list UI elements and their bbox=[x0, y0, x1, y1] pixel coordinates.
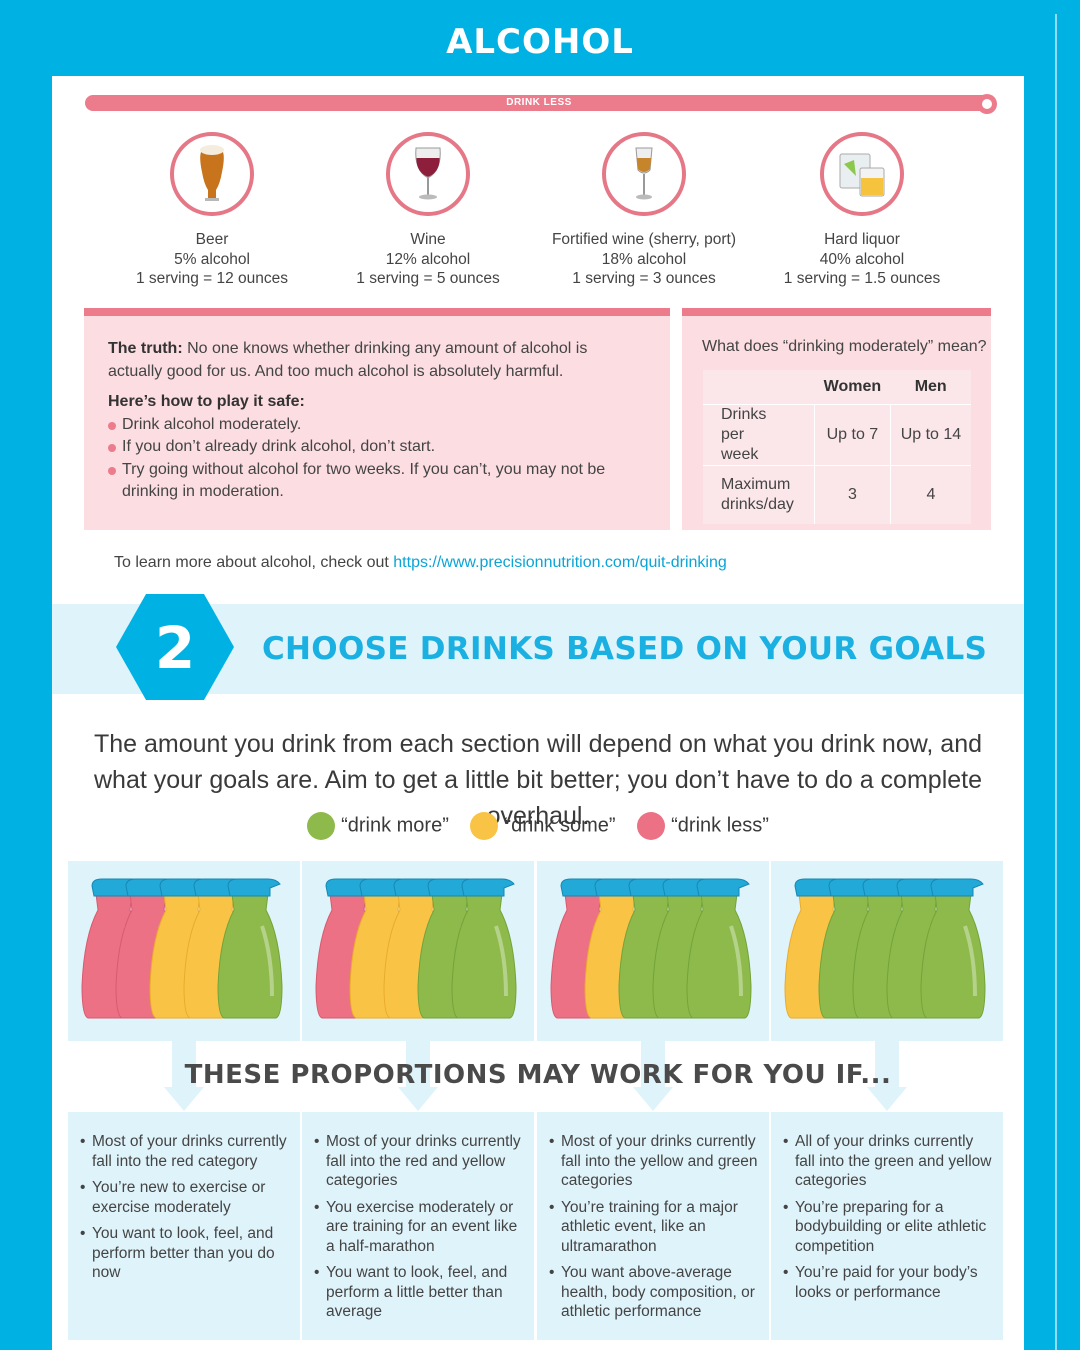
drink-percent: 18% alcohol bbox=[601, 250, 687, 268]
safe-tip: Drink alcohol moderately. bbox=[108, 414, 646, 437]
criteria-point: You want to look, feel, and perform bett… bbox=[80, 1224, 292, 1283]
down-arrow-icon bbox=[398, 1041, 438, 1111]
section-number-hexagon: 2 bbox=[116, 594, 234, 700]
criteria-column-1: Most of your drinks currently fall into … bbox=[68, 1112, 300, 1340]
drink-percent: 12% alcohol bbox=[385, 250, 471, 268]
legend-label: “drink some” bbox=[504, 814, 616, 837]
criteria-column-2: Most of your drinks currently fall into … bbox=[302, 1112, 534, 1340]
criteria-column-4: All of your drinks currently fall into t… bbox=[771, 1112, 1003, 1340]
intro-text: The amount you drink from each section w… bbox=[93, 730, 982, 830]
green-dot-icon bbox=[307, 812, 336, 840]
col-women: Women bbox=[823, 377, 882, 395]
jug-group-4 bbox=[784, 878, 986, 1019]
moderation-box: What does “drinking moderately” mean? Wo… bbox=[682, 308, 991, 530]
safe-tip: Try going without alcohol for two weeks.… bbox=[108, 459, 646, 504]
safe-tip: If you don’t already drink alcohol, don’… bbox=[108, 436, 646, 459]
sherry-glass-icon bbox=[602, 132, 686, 216]
criteria-point: You want to look, feel, and perform a li… bbox=[314, 1263, 526, 1322]
drink-name: Beer bbox=[195, 231, 229, 248]
criteria-point: Most of your drinks currently fall into … bbox=[80, 1132, 292, 1171]
drink-name: Fortified wine (sherry, port) bbox=[551, 231, 737, 248]
jug-group-3 bbox=[550, 878, 752, 1019]
legend-drink-less: “drink less” bbox=[637, 812, 769, 840]
truth-text: No one knows whether drinking any amount… bbox=[108, 340, 588, 380]
drink-beer: Beer 5% alcohol 1 serving = 12 ounces bbox=[102, 132, 322, 289]
criteria-point: You exercise moderately or are training … bbox=[314, 1198, 526, 1257]
drink-name: Hard liquor bbox=[824, 231, 900, 248]
drink-serving: 1 serving = 5 ounces bbox=[356, 270, 500, 287]
carafe-green-icon bbox=[920, 878, 986, 1019]
cell-men-day: 4 bbox=[889, 464, 971, 524]
row-drinks-per-week: Drinks per week bbox=[703, 403, 815, 465]
criteria-point: You’re paid for your body’s looks or per… bbox=[783, 1263, 995, 1302]
drink-percent: 5% alcohol bbox=[174, 250, 250, 268]
legend-label: “drink less” bbox=[671, 814, 769, 837]
border-line bbox=[1055, 14, 1057, 1350]
proportions-title: THESE PROPORTIONS MAY WORK FOR YOU IF... bbox=[184, 1060, 892, 1090]
learn-more-link[interactable]: https://www.precisionnutrition.com/quit-… bbox=[393, 554, 727, 571]
safe-tips: Drink alcohol moderately. If you don’t a… bbox=[108, 414, 646, 504]
legend-drink-more: “drink more” bbox=[307, 812, 449, 840]
criteria-point: Most of your drinks currently fall into … bbox=[549, 1132, 761, 1191]
legend-drink-some: “drink some” bbox=[470, 812, 616, 840]
bar-end-ring bbox=[977, 94, 997, 114]
truth-box: The truth: No one knows whether drinking… bbox=[84, 308, 670, 530]
drink-name: Wine bbox=[410, 231, 446, 248]
carafe-green-icon bbox=[217, 878, 283, 1019]
page-title: ALCOHOL bbox=[446, 22, 634, 62]
drink-wine: Wine 12% alcohol 1 serving = 5 ounces bbox=[318, 132, 538, 289]
criteria-point: You’re preparing for a bodybuilding or e… bbox=[783, 1198, 995, 1257]
drink-less-bar: DRINK LESS bbox=[85, 95, 993, 111]
content-panel: DRINK LESS Beer 5% alcohol 1 serving = 1… bbox=[52, 76, 1024, 1350]
moderation-question: What does “drinking moderately” mean? bbox=[702, 338, 987, 355]
carafe-green-icon bbox=[686, 878, 752, 1019]
table-corner bbox=[703, 370, 814, 404]
down-arrow-icon bbox=[633, 1041, 673, 1111]
yellow-dot-icon bbox=[470, 812, 499, 840]
section-title: CHOOSE DRINKS BASED ON YOUR GOALS bbox=[262, 631, 988, 667]
criteria-column-3: Most of your drinks currently fall into … bbox=[537, 1112, 769, 1340]
learn-more: To learn more about alcohol, check out h… bbox=[114, 554, 727, 572]
down-arrow-icon bbox=[164, 1041, 204, 1111]
jug-group-2 bbox=[315, 878, 517, 1019]
cell-men-week: Up to 14 bbox=[889, 403, 971, 465]
truth-label: The truth: bbox=[108, 340, 183, 357]
safe-heading: Here’s how to play it safe: bbox=[108, 393, 305, 410]
drink-less-label: DRINK LESS bbox=[506, 97, 572, 108]
row-max-drinks-day: Maximum drinks/day bbox=[703, 464, 815, 524]
legend-label: “drink more” bbox=[341, 814, 449, 837]
section-number: 2 bbox=[155, 614, 195, 682]
criteria-point: Most of your drinks currently fall into … bbox=[314, 1132, 526, 1191]
cell-women-week: Up to 7 bbox=[813, 403, 891, 465]
drink-serving: 1 serving = 3 ounces bbox=[572, 270, 716, 287]
learn-more-text: To learn more about alcohol, check out bbox=[114, 554, 394, 571]
drink-hard-liquor: Hard liquor 40% alcohol 1 serving = 1.5 … bbox=[752, 132, 972, 289]
jug-group-1 bbox=[81, 878, 283, 1019]
moderation-table: Women Men Drinks per week Up to 7 Up to … bbox=[703, 370, 971, 524]
drink-fortified-wine: Fortified wine (sherry, port) 18% alcoho… bbox=[534, 132, 754, 289]
liquor-glass-icon bbox=[820, 132, 904, 216]
drink-serving: 1 serving = 1.5 ounces bbox=[783, 270, 941, 287]
drink-percent: 40% alcohol bbox=[819, 250, 905, 268]
beer-glass-icon bbox=[170, 132, 254, 216]
red-dot-icon bbox=[637, 812, 666, 840]
cell-women-day: 3 bbox=[813, 464, 891, 524]
criteria-point: You’re new to exercise or exercise moder… bbox=[80, 1178, 292, 1217]
truth-paragraph: The truth: No one knows whether drinking… bbox=[108, 338, 646, 383]
wine-glass-icon bbox=[386, 132, 470, 216]
criteria-point: You want above-average health, body comp… bbox=[549, 1263, 761, 1322]
legend: “drink more” “drink some” “drink less” bbox=[52, 812, 1024, 840]
down-arrow-icon bbox=[867, 1041, 907, 1111]
carafe-green-icon bbox=[451, 878, 517, 1019]
criteria-point: All of your drinks currently fall into t… bbox=[783, 1132, 995, 1191]
criteria-point: You’re training for a major athletic eve… bbox=[549, 1198, 761, 1257]
drink-serving: 1 serving = 12 ounces bbox=[135, 270, 289, 287]
col-men: Men bbox=[914, 377, 947, 395]
